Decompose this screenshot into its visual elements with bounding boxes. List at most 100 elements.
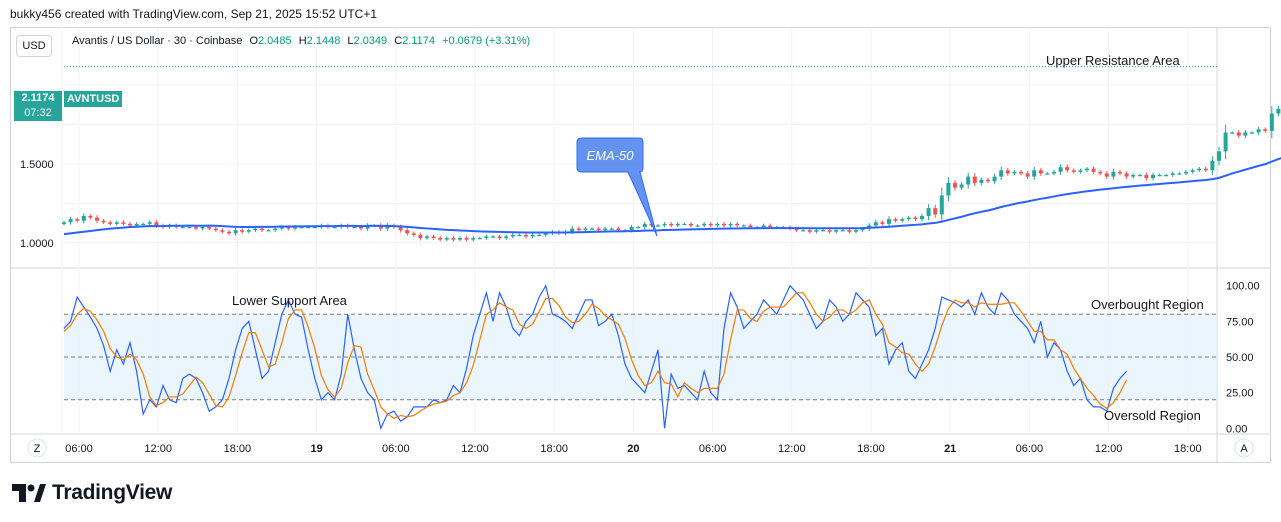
stoch-rsi-tick-label: 50.00 (1226, 352, 1254, 364)
time-tick-label: 12:00 (461, 443, 489, 455)
candle-body (722, 223, 726, 226)
candle-body (1052, 171, 1056, 174)
candle-body (966, 176, 971, 185)
candle-body (1184, 171, 1188, 174)
candle-body (1019, 171, 1023, 174)
legend-close-label: C (394, 35, 403, 47)
auto-scale-button-label: A (1240, 443, 1248, 455)
candle-body (1078, 170, 1083, 172)
candle-body (1071, 170, 1076, 172)
candle-body (609, 228, 614, 230)
candle-body (378, 225, 383, 229)
candle-body (1005, 170, 1010, 174)
candle-body (1197, 168, 1202, 171)
candle-body (1250, 132, 1254, 134)
candle-body (1012, 171, 1017, 174)
candle-body (524, 234, 528, 237)
symbol-legend: Avantis / US Dollar · 30 · Coinbase O2.0… (72, 35, 530, 47)
overbought-label: Overbought Region (1091, 297, 1204, 312)
candle-body (398, 227, 403, 231)
candle-body (972, 176, 977, 183)
time-tick-label: 18:00 (857, 443, 885, 455)
candle-body (418, 234, 423, 239)
candle-body (385, 225, 390, 229)
candle-body (1151, 175, 1155, 179)
candle-body (187, 227, 192, 229)
candle-body (121, 222, 126, 224)
candle-body (359, 227, 363, 229)
candle-body (1025, 173, 1030, 177)
candle-body (1236, 132, 1241, 136)
candle-body (814, 230, 819, 232)
candle-body (1058, 167, 1063, 172)
auto-scale-button[interactable] (1234, 438, 1254, 458)
candle-body (939, 195, 944, 215)
chart-caption: bukky456 created with TradingView.com, S… (10, 7, 378, 21)
candle-body (227, 231, 231, 234)
candle-body (675, 223, 680, 226)
candle-body (834, 230, 839, 232)
candle-body (154, 222, 159, 226)
candle-body (207, 227, 212, 229)
candle-body (484, 236, 489, 239)
legend-low-value: 2.0349 (353, 35, 388, 47)
candle-body (438, 238, 443, 240)
candle-body (847, 230, 852, 232)
candle-body (715, 223, 720, 226)
price-tick-label: 1.5000 (20, 159, 54, 171)
candle-body (761, 225, 766, 228)
candle-body (147, 222, 152, 224)
candle-body (656, 225, 660, 227)
stoch-rsi-lines (63, 284, 1128, 431)
candle-body (807, 230, 812, 232)
time-tick-label: 19 (310, 443, 322, 455)
stoch-rsi-d-line (63, 292, 1128, 419)
candle-body (900, 219, 905, 221)
timezone-button[interactable] (27, 438, 47, 458)
time-tick-label: 20 (627, 443, 639, 455)
candle-body (1190, 170, 1195, 172)
candle-body (1131, 175, 1136, 177)
candle-body (464, 238, 469, 240)
candle-body (1091, 168, 1096, 172)
candle-body (933, 208, 938, 215)
candle-body (194, 227, 198, 229)
candle-body (299, 227, 304, 229)
candle-body (708, 223, 713, 226)
ema-callout: EMA-50 (576, 137, 658, 237)
candle-body (405, 230, 410, 234)
time-tick-label: 06:00 (699, 443, 727, 455)
currency-button[interactable]: USD (16, 35, 52, 57)
candle-body (748, 225, 753, 228)
candle-body (497, 236, 502, 239)
candle-body (88, 215, 93, 218)
candle-body (293, 227, 297, 229)
candle-body (306, 227, 311, 229)
time-tick-label: 18:00 (540, 443, 568, 455)
legend-change: +0.0679 (+3.31%) (442, 35, 531, 47)
time-tick-label: 21 (944, 443, 956, 455)
time-tick-label: 12:00 (1095, 443, 1123, 455)
candle-body (253, 228, 258, 231)
candle-body (425, 236, 429, 239)
tradingview-logo[interactable]: TradingView (12, 480, 172, 506)
candle-body (860, 228, 865, 231)
candle-body (946, 182, 951, 196)
candle-body (1098, 171, 1103, 174)
candle-body (642, 223, 647, 228)
candle-body (365, 225, 370, 229)
candle-body (233, 230, 238, 234)
candle-body (1111, 171, 1116, 177)
candle-body (1256, 129, 1261, 133)
candle-body (68, 219, 73, 223)
time-tick-label: 18:00 (224, 443, 252, 455)
candle-body (1223, 132, 1228, 152)
symbol-badge: AVNTUSD (64, 91, 123, 107)
candle-body (1118, 171, 1122, 174)
candle-body (312, 227, 317, 229)
stoch-rsi-band (64, 313, 1217, 401)
candle-body (854, 230, 858, 232)
legend-open-value: 2.0485 (258, 35, 292, 47)
candle-body (1177, 173, 1182, 175)
